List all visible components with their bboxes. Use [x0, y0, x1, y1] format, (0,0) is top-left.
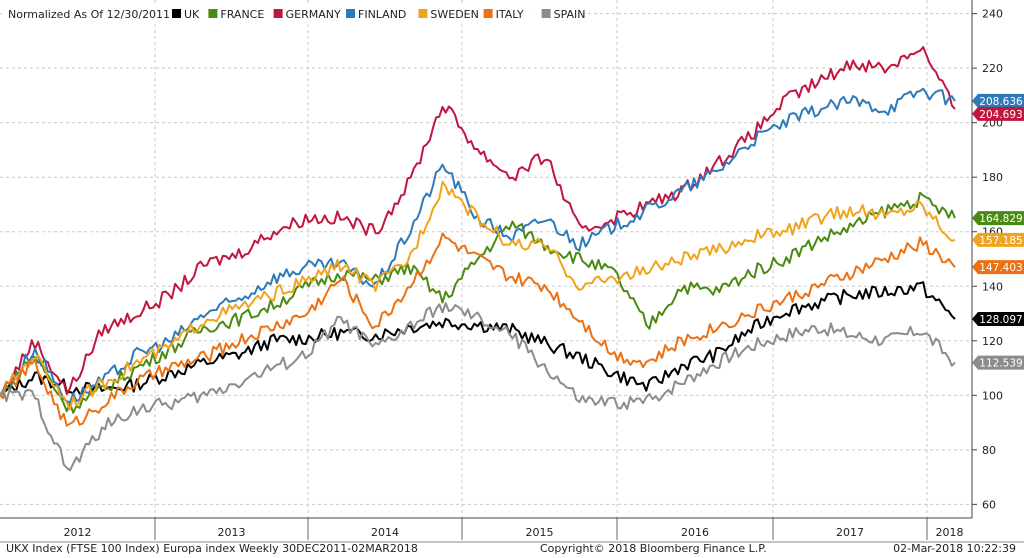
footer-description: UKX Index (FTSE 100 Index) Europa index … — [6, 542, 418, 555]
legend-swatch — [172, 9, 181, 18]
legend-background — [2, 4, 582, 24]
end-label-flag — [972, 232, 1024, 247]
legend-swatch — [208, 9, 218, 18]
series-line-spain — [0, 302, 956, 472]
grid — [0, 0, 972, 518]
y-tick-label: 220 — [982, 62, 1003, 75]
series-line-sweden — [0, 180, 956, 411]
end-label-france: 164.829 — [972, 211, 1024, 226]
legend-entry-germany: GERMANY — [286, 8, 341, 21]
y-tick-label: 60 — [982, 498, 996, 511]
x-tick-label: 2012 — [64, 526, 92, 539]
y-tick-label: 80 — [982, 444, 996, 457]
end-label-flag — [972, 93, 1024, 108]
chart-title: Normalized As Of 12/30/2011 — [8, 8, 170, 21]
end-label-flag — [972, 311, 1024, 326]
end-label-sweden: 157.185 — [972, 232, 1024, 247]
x-tick-label: 2016 — [681, 526, 709, 539]
end-label-flag — [972, 106, 1024, 121]
end-label-value: 204.693 — [979, 109, 1022, 121]
legend-entry-italy: ITALY — [496, 8, 524, 21]
legend-entry-france: FRANCE — [220, 8, 264, 21]
legend-entry-finland: FINLAND — [358, 8, 406, 21]
end-label-uk: 128.097 — [972, 311, 1024, 326]
legend-entry-sweden: SWEDEN — [430, 8, 478, 21]
legend-swatch — [541, 9, 551, 18]
end-label-value: 164.829 — [979, 213, 1022, 225]
y-tick-label: 140 — [982, 280, 1003, 293]
x-tick-label: 2017 — [836, 526, 864, 539]
legend-swatch — [483, 9, 493, 18]
end-label-flag — [972, 211, 1024, 226]
end-label-value: 157.185 — [979, 235, 1022, 247]
series-layer — [0, 46, 956, 472]
series-line-germany — [0, 46, 956, 396]
end-label-value: 112.539 — [979, 358, 1022, 370]
end-label-italy: 147.403 — [972, 260, 1024, 275]
end-label-value: 128.097 — [979, 314, 1022, 326]
legend-swatch — [346, 9, 355, 18]
footer-timestamp: 02-Mar-2018 10:22:39 — [893, 542, 1016, 555]
end-label-flag — [972, 355, 1024, 370]
end-label-flag — [972, 260, 1024, 275]
x-tick-label: 2018 — [936, 526, 964, 539]
legend-swatch — [273, 9, 283, 18]
x-tick-label: 2013 — [218, 526, 246, 539]
x-tick-label: 2014 — [371, 526, 399, 539]
legend-swatch — [418, 9, 428, 18]
legend-entry-uk: UK — [184, 8, 200, 21]
series-line-uk — [0, 281, 956, 396]
series-line-france — [0, 191, 956, 414]
y-tick-label: 120 — [982, 335, 1003, 348]
legend: Normalized As Of 12/30/2011 UK FRANCE GERMA… — [2, 4, 586, 24]
end-label-spain: 112.539 — [972, 355, 1024, 370]
legend-entry-spain: SPAIN — [554, 8, 586, 21]
x-tick-label: 2015 — [526, 526, 554, 539]
series-line-italy — [0, 232, 956, 427]
y-tick-label: 180 — [982, 171, 1003, 184]
end-label-germany: 204.693 — [972, 106, 1024, 121]
footer-copyright: Copyright© 2018 Bloomberg Finance L.P. — [540, 542, 767, 555]
y-tick-label: 240 — [982, 8, 1003, 21]
y-tick-label: 100 — [982, 389, 1003, 402]
end-label-value: 208.636 — [979, 96, 1023, 108]
end-label-finland: 208.636 — [972, 93, 1024, 108]
x-axis: 2012 2013 2014 2015 2016 2017 2018 — [0, 517, 1024, 543]
end-label-value: 147.403 — [979, 262, 1022, 274]
